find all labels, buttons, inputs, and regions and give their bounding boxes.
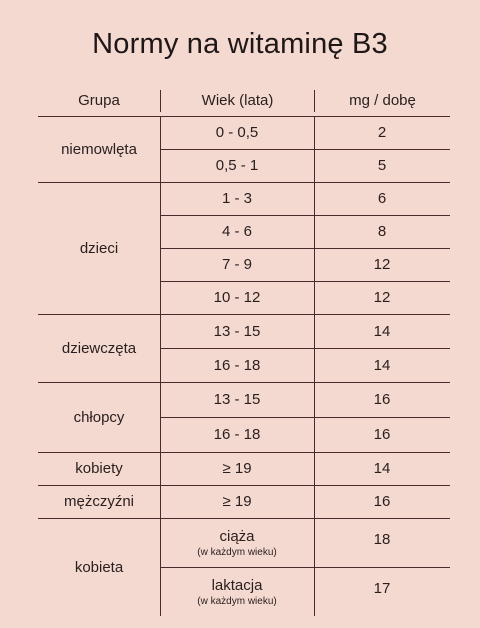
column-divider <box>160 518 161 616</box>
dose-cell: 16 <box>373 493 391 510</box>
group-name: mężczyźni <box>63 493 134 510</box>
column-divider <box>160 452 161 485</box>
column-divider <box>314 182 315 314</box>
age-value: 16 - 18 <box>213 426 261 443</box>
group-divider <box>38 314 450 315</box>
column-divider <box>314 116 315 182</box>
column-divider <box>160 116 161 182</box>
dose-cell: 14 <box>373 460 391 477</box>
dose-cell: 8 <box>377 223 387 240</box>
age-cell: 0,5 - 1 <box>160 149 314 182</box>
group-divider <box>38 452 450 453</box>
age-cell: 16 - 18 <box>160 417 314 452</box>
dose-cell: 16 <box>373 426 391 443</box>
age-cell: 13 - 15 <box>160 382 314 417</box>
column-divider <box>314 90 315 112</box>
vitamin-table: Grupa Wiek (lata) mg / dobę 0 - 0,5 2 0,5 … <box>38 84 450 616</box>
age-value: 0,5 - 1 <box>215 157 259 174</box>
group-divider <box>38 116 450 117</box>
page-title: Normy na witaminę B3 <box>92 28 388 60</box>
age-cell: laktacja (w każdym wieku) <box>160 567 314 616</box>
dose-cell: 18 <box>373 531 391 548</box>
dose-cell: 12 <box>373 289 391 306</box>
header-age: Wiek (lata) <box>201 91 274 109</box>
dose-cell: 16 <box>373 391 391 408</box>
age-cell: 13 - 15 <box>160 314 314 348</box>
age-value: 13 - 15 <box>213 322 261 340</box>
row-divider <box>160 348 450 349</box>
dose-cell: 2 <box>377 124 387 141</box>
group-name: chłopcy <box>73 408 125 426</box>
column-divider <box>160 382 161 452</box>
age-note: (w każdym wieku) <box>197 595 277 607</box>
age-cell: ≥ 19 <box>160 452 314 485</box>
dose-cell: 14 <box>373 356 391 374</box>
age-cell: ≥ 19 <box>160 485 314 518</box>
group-name: dziewczęta <box>61 339 137 357</box>
group-name: dzieci <box>79 239 119 257</box>
row-divider <box>160 215 450 216</box>
row-divider <box>160 567 450 568</box>
age-value: 1 - 3 <box>221 190 252 207</box>
column-divider <box>314 382 315 452</box>
age-value: 13 - 15 <box>213 391 261 408</box>
age-value: laktacja <box>211 576 263 594</box>
group-divider <box>38 518 450 519</box>
column-divider <box>160 182 161 314</box>
dose-cell: 17 <box>373 580 391 597</box>
column-divider <box>314 485 315 518</box>
column-divider <box>314 518 315 616</box>
column-divider <box>160 485 161 518</box>
age-value: 16 - 18 <box>213 356 261 374</box>
row-divider <box>160 281 450 282</box>
row-divider <box>160 149 450 150</box>
age-value: 10 - 12 <box>213 289 261 306</box>
column-divider <box>314 314 315 382</box>
column-divider <box>160 314 161 382</box>
age-cell: 0 - 0,5 <box>160 116 314 149</box>
header-dose: mg / dobę <box>349 91 416 109</box>
group-divider <box>38 485 450 486</box>
dose-cell: 14 <box>373 322 391 340</box>
age-cell: 1 - 3 <box>160 182 314 215</box>
age-note: (w każdym wieku) <box>197 546 277 558</box>
group-name: kobieta <box>74 558 124 576</box>
age-value: ≥ 19 <box>222 493 252 510</box>
dose-cell: 12 <box>373 256 391 273</box>
age-value: ciąża <box>219 527 255 545</box>
column-divider <box>160 90 161 112</box>
age-value: 4 - 6 <box>221 223 252 240</box>
age-cell: 4 - 6 <box>160 215 314 248</box>
age-cell: 10 - 12 <box>160 281 314 314</box>
dose-cell: 6 <box>377 190 387 207</box>
group-name: niemowlęta <box>61 140 137 158</box>
age-value: 0 - 0,5 <box>215 124 259 141</box>
group-divider <box>38 182 450 183</box>
age-value: 7 - 9 <box>221 256 252 273</box>
group-divider <box>38 382 450 383</box>
age-cell: 16 - 18 <box>160 348 314 382</box>
row-divider <box>160 248 450 249</box>
header-group: Grupa <box>78 91 120 109</box>
group-name: kobiety <box>75 460 123 477</box>
column-divider <box>314 452 315 485</box>
row-divider <box>160 417 450 418</box>
age-cell: 7 - 9 <box>160 248 314 281</box>
age-cell: ciąża (w każdym wieku) <box>160 518 314 567</box>
age-value: ≥ 19 <box>222 460 252 477</box>
dose-cell: 5 <box>377 157 387 174</box>
